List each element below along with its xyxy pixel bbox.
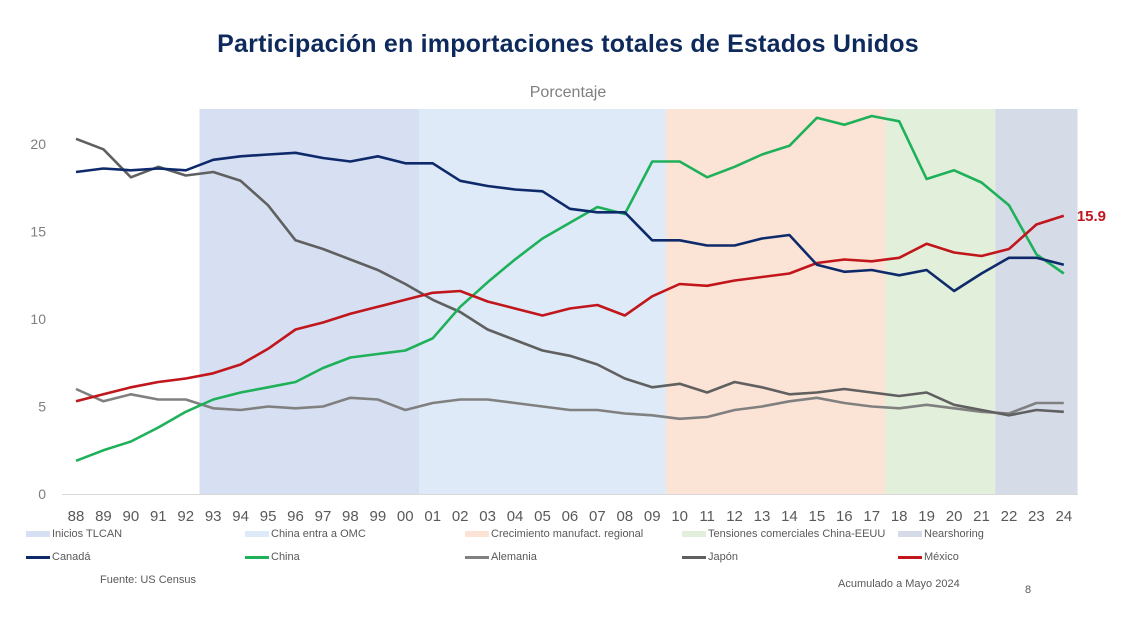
x-tick-label: 16 — [836, 508, 853, 525]
x-tick-label: 19 — [918, 508, 935, 525]
x-tick-label: 11 — [699, 508, 715, 525]
annotations: 15.9 — [1077, 208, 1106, 225]
x-tick-label: 97 — [315, 508, 332, 525]
x-tick-label: 00 — [397, 508, 414, 525]
chart-title: Participación en importaciones totales d… — [217, 30, 919, 58]
x-tick-label: 24 — [1055, 508, 1072, 525]
legend-item-alemania: Alemania — [465, 551, 537, 563]
legend-item-band-tlcan: Inicios TLCAN — [26, 528, 122, 540]
y-tick-label: 5 — [38, 399, 46, 415]
x-tick-label: 99 — [369, 508, 386, 525]
x-tick-label: 89 — [95, 508, 112, 525]
band-4 — [995, 109, 1078, 494]
x-tick-label: 22 — [1001, 508, 1018, 525]
y-tick-label: 20 — [30, 136, 46, 152]
x-tick-label: 03 — [479, 508, 496, 525]
x-tick-label: 94 — [232, 508, 249, 525]
x-tick-label: 90 — [123, 508, 140, 525]
period-bands — [199, 109, 1078, 494]
x-tick-label: 98 — [342, 508, 359, 525]
legend-item-band-omc: China entra a OMC — [245, 528, 366, 540]
band-0 — [199, 109, 419, 494]
series-line-méxico — [75, 214, 1065, 403]
x-tick-label: 08 — [616, 508, 633, 525]
y-axis-ticks: 0 5 10 15 20 — [30, 136, 46, 502]
y-tick-label: 0 — [38, 486, 46, 502]
legend-label: Inicios TLCAN — [52, 528, 123, 540]
x-tick-label: 12 — [726, 508, 743, 525]
series-line-canadá — [75, 151, 1065, 293]
x-tick-label: 17 — [863, 508, 880, 525]
x-tick-label: 02 — [452, 508, 469, 525]
x-tick-label: 10 — [671, 508, 688, 525]
x-tick-label: 93 — [205, 508, 222, 525]
x-tick-label: 06 — [562, 508, 579, 525]
legend-label: Crecimiento manufact. regional — [491, 528, 644, 540]
band-3 — [885, 109, 996, 494]
legend-line — [898, 555, 922, 559]
legend-label: Tensiones comerciales China-EEUU — [708, 528, 886, 540]
band-1 — [419, 109, 666, 494]
legend-label: China — [271, 551, 300, 563]
legend-item-canada: Canadá — [26, 551, 91, 563]
legend-swatch — [682, 531, 706, 537]
series-lines — [75, 114, 1065, 463]
legend-label: Nearshoring — [924, 528, 984, 540]
legend-item-china: China — [245, 551, 300, 563]
x-axis-ticks: 88 89 90 91 92 93 94 95 96 97 98 99 00 01 02 03 04 05 06 07… — [68, 508, 1073, 525]
legend-item-band-crecimiento: Crecimiento manufact. regional — [465, 528, 643, 540]
legend-swatch — [465, 531, 489, 537]
x-tick-label: 21 — [973, 508, 990, 525]
legend-item-band-nearshoring: Nearshoring — [898, 528, 984, 540]
legend-item-band-tensiones: Tensiones comerciales China-EEUU — [682, 528, 885, 540]
series-line-japón — [75, 137, 1064, 417]
legend-item-japon: Japón — [682, 551, 738, 563]
legend-label: Japón — [708, 551, 738, 563]
legend-line — [465, 555, 489, 559]
chart-subtitle: Porcentaje — [529, 84, 607, 101]
source-note: Fuente: US Census — [100, 574, 196, 586]
x-tick-label: 96 — [287, 508, 304, 525]
legend-item-mexico: México — [898, 551, 959, 563]
legend-line — [26, 555, 50, 559]
x-tick-label: 01 — [424, 508, 441, 525]
legend-label: México — [924, 551, 959, 563]
legend-label: Alemania — [491, 551, 537, 563]
legend-swatch — [898, 531, 922, 537]
y-tick-label: 10 — [30, 311, 46, 327]
data-label-mexico-last: 15.9 — [1077, 208, 1106, 225]
x-tick-label: 88 — [68, 508, 85, 525]
legend-label: Canadá — [52, 551, 91, 563]
page-number: 8 — [1025, 584, 1032, 596]
x-tick-label: 95 — [260, 508, 277, 525]
x-tick-label: 04 — [507, 508, 524, 525]
legend-swatch — [26, 531, 50, 537]
series-line-alemania — [75, 387, 1064, 421]
legend-swatch — [245, 531, 269, 537]
x-tick-label: 09 — [644, 508, 661, 525]
x-tick-label: 20 — [946, 508, 963, 525]
x-tick-label: 15 — [809, 508, 826, 525]
band-2 — [665, 109, 886, 494]
x-tick-label: 13 — [754, 508, 771, 525]
x-tick-label: 23 — [1028, 508, 1045, 525]
legend-line — [245, 555, 269, 559]
x-tick-label: 07 — [589, 508, 606, 525]
x-tick-label: 14 — [781, 508, 798, 525]
series-line-china — [75, 114, 1065, 463]
legend-line — [682, 555, 706, 559]
footnote: Acumulado a Mayo 2024 — [838, 578, 960, 590]
x-tick-label: 91 — [150, 508, 167, 525]
legend-label: China entra a OMC — [271, 528, 366, 540]
y-tick-label: 15 — [30, 224, 46, 240]
x-tick-label: 18 — [891, 508, 908, 525]
x-tick-label: 05 — [534, 508, 551, 525]
x-tick-label: 92 — [177, 508, 194, 525]
